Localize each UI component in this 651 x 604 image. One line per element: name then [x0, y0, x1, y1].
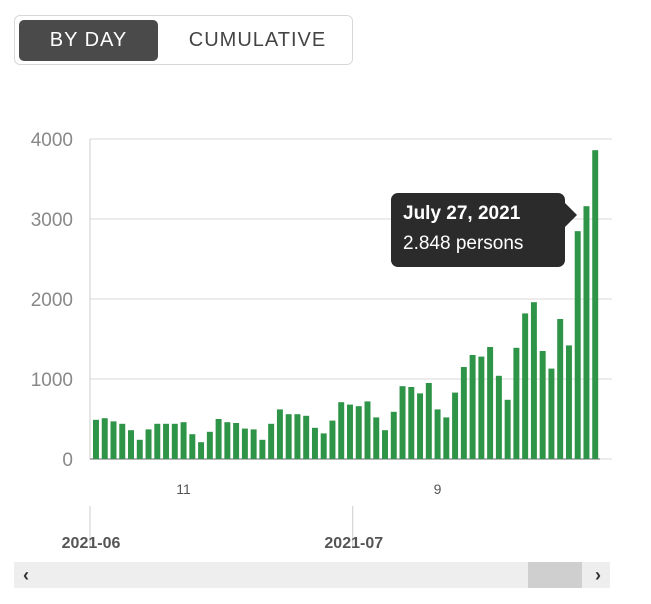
tooltip-date: July 27, 2021: [403, 203, 521, 224]
bar[interactable]: [128, 430, 134, 459]
bar[interactable]: [224, 422, 231, 459]
y-tick-label: 2000: [31, 290, 73, 311]
bar[interactable]: [101, 418, 108, 459]
bar[interactable]: [382, 430, 388, 459]
bar[interactable]: [513, 347, 520, 459]
bar[interactable]: [530, 302, 537, 459]
bar[interactable]: [311, 427, 318, 459]
bar[interactable]: [364, 401, 371, 459]
bar[interactable]: [399, 386, 406, 459]
bar[interactable]: [119, 423, 126, 459]
bar[interactable]: [276, 409, 283, 459]
bar[interactable]: [250, 429, 257, 459]
bar[interactable]: [592, 150, 599, 459]
bar[interactable]: [583, 206, 590, 459]
y-tick-label: 0: [62, 450, 73, 471]
bar[interactable]: [434, 409, 441, 459]
tooltip-value: 2.848 persons: [403, 233, 524, 254]
bar[interactable]: [163, 423, 170, 459]
bar[interactable]: [408, 387, 415, 459]
cumulative-tab[interactable]: CUMULATIVE: [188, 29, 327, 51]
scrollbar-thumb[interactable]: [528, 562, 582, 588]
bar[interactable]: [215, 419, 222, 459]
bar[interactable]: [303, 415, 310, 459]
bar[interactable]: [259, 439, 266, 459]
bar[interactable]: [495, 375, 502, 459]
bar[interactable]: [338, 402, 345, 459]
bar[interactable]: [285, 414, 292, 459]
chevron-left-icon[interactable]: ‹: [23, 565, 29, 585]
bar[interactable]: [522, 313, 529, 459]
bar[interactable]: [189, 434, 196, 459]
bar[interactable]: [171, 423, 178, 459]
bar[interactable]: [539, 351, 546, 459]
bar[interactable]: [460, 367, 467, 459]
y-tick-label: 4000: [31, 130, 73, 151]
bar[interactable]: [347, 404, 353, 459]
bar[interactable]: [565, 345, 572, 459]
bar[interactable]: [478, 356, 485, 459]
bar[interactable]: [487, 347, 494, 459]
bar[interactable]: [557, 319, 564, 459]
bar[interactable]: [180, 422, 187, 459]
bar[interactable]: [268, 423, 275, 459]
bar[interactable]: [93, 419, 99, 459]
bar[interactable]: [198, 442, 205, 459]
bar[interactable]: [329, 420, 336, 459]
bar[interactable]: [233, 423, 240, 459]
bar[interactable]: [373, 417, 380, 459]
view-toggle: BY DAY CUMULATIVE: [14, 15, 353, 65]
bar[interactable]: [136, 439, 143, 459]
y-tick-label: 1000: [31, 370, 73, 391]
x-tick-label: 11: [176, 481, 191, 497]
bar[interactable]: [417, 393, 424, 459]
bar[interactable]: [241, 428, 248, 459]
bar[interactable]: [548, 368, 555, 459]
bar[interactable]: [390, 411, 397, 459]
chart-tooltip: July 27, 2021 2.848 persons: [391, 193, 577, 267]
bar[interactable]: [154, 423, 161, 459]
bar[interactable]: [355, 406, 362, 459]
chart-axes: 0 1000 2000 3000 4000 11 9 2021-06 2021-07: [31, 130, 442, 552]
month-label: 2021-06: [62, 535, 121, 552]
bar[interactable]: [469, 355, 476, 459]
x-tick-label: 9: [434, 481, 442, 497]
bar[interactable]: [452, 392, 459, 459]
bar[interactable]: [320, 433, 327, 459]
y-tick-label: 3000: [31, 210, 73, 231]
bar[interactable]: [110, 421, 117, 459]
bar[interactable]: [145, 429, 152, 459]
chevron-right-icon[interactable]: ›: [595, 565, 601, 585]
bar[interactable]: [574, 231, 581, 459]
by-day-tab[interactable]: BY DAY: [19, 20, 158, 61]
bar[interactable]: [504, 399, 511, 459]
bar[interactable]: [443, 417, 450, 459]
chart-scrollbar[interactable]: ‹ ›: [14, 562, 610, 588]
bar[interactable]: [425, 383, 432, 459]
month-label: 2021-07: [324, 535, 383, 552]
chart-bars: [93, 150, 599, 459]
bar[interactable]: [206, 431, 213, 459]
bar[interactable]: [294, 414, 301, 459]
